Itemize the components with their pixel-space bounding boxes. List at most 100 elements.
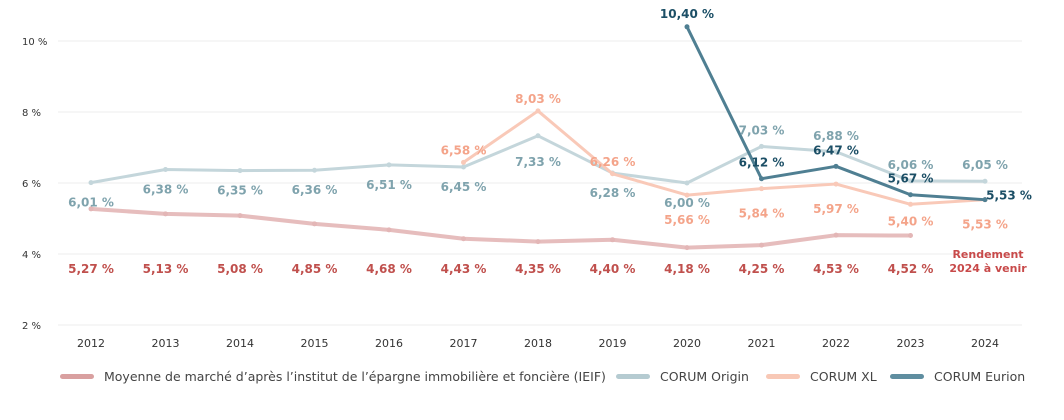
legend-label-corum-xl: CORUM XL [810, 368, 877, 384]
data-label: 5,67 % [888, 172, 934, 186]
legend: Moyenne de marché d’après l’institut de … [60, 366, 1060, 386]
data-label: 6,06 % [888, 158, 934, 172]
data-label: 6,12 % [739, 156, 785, 170]
data-label: 4,53 % [813, 262, 859, 276]
data-point [163, 167, 168, 173]
data-label: 6,05 % [962, 158, 1008, 172]
x-tick-label: 2015 [301, 337, 329, 350]
series-line-3 [685, 25, 987, 202]
data-point [833, 181, 839, 187]
data-point [461, 236, 466, 242]
x-tick-label: 2013 [152, 337, 180, 350]
data-label: 5,40 % [888, 214, 934, 228]
data-point [163, 211, 168, 217]
data-label: 6,58 % [441, 143, 487, 157]
data-label: 6,00 % [664, 196, 710, 210]
data-label: 4,43 % [441, 262, 487, 276]
data-point [833, 149, 839, 155]
data-label: 4,52 % [888, 262, 934, 276]
series-line-0 [89, 206, 913, 250]
x-tick-label: 2023 [897, 337, 925, 350]
annotation-note: Rendement 2024 à venir [949, 248, 1027, 275]
legend-label-corum-eurion: CORUM Eurion [934, 368, 1026, 384]
data-label: 4,35 % [515, 262, 561, 276]
data-label: 7,33 % [515, 155, 561, 169]
data-point [684, 245, 690, 251]
data-label: 4,85 % [292, 262, 338, 276]
legend-swatch-corum-origin [616, 373, 650, 379]
data-point [982, 178, 988, 184]
legend-label-corum-origin: CORUM Origin [660, 368, 749, 384]
x-tick-label: 2019 [599, 337, 627, 350]
data-label: 5,97 % [813, 202, 859, 216]
data-label: 5,27 % [68, 262, 114, 276]
data-point [833, 232, 839, 238]
x-tick-label: 2022 [822, 337, 850, 350]
data-point [759, 186, 764, 192]
x-tick-label: 2012 [77, 337, 105, 350]
data-point [88, 206, 94, 212]
x-tick-label: 2020 [673, 337, 701, 350]
data-label: 10,40 % [660, 7, 714, 21]
data-point [610, 237, 615, 243]
x-tick-label: 2014 [226, 337, 254, 350]
data-label: 4,40 % [590, 262, 636, 276]
data-point [982, 197, 988, 203]
data-label: 4,18 % [664, 262, 710, 276]
data-label: 6,88 % [813, 129, 859, 143]
x-tick-label: 2024 [971, 337, 999, 350]
data-point [759, 242, 764, 248]
data-point [908, 201, 913, 207]
y-tick-label: 8 % [22, 108, 41, 119]
x-tick-label: 2016 [375, 337, 403, 350]
data-point [535, 239, 541, 245]
data-point [386, 162, 392, 168]
x-tick-label: 2018 [524, 337, 552, 350]
data-point [908, 192, 913, 198]
data-point [237, 168, 243, 174]
data-point [908, 233, 913, 239]
legend-label-ieif: Moyenne de marché d’après l’institut de … [104, 368, 606, 384]
data-point [610, 171, 615, 177]
data-label: 6,26 % [590, 155, 636, 169]
data-point [759, 143, 764, 149]
data-point [535, 133, 541, 139]
y-tick-label: 4 % [22, 250, 41, 261]
legend-item-corum-origin: CORUM Origin [616, 366, 749, 386]
legend-item-ieif: Moyenne de marché d’après l’institut de … [60, 366, 606, 386]
data-label: 6,28 % [590, 186, 636, 200]
data-label: 5,84 % [739, 207, 785, 221]
data-point [908, 178, 913, 184]
data-point [684, 192, 690, 198]
data-point [684, 180, 690, 186]
data-label: 7,03 % [739, 123, 785, 137]
legend-item-corum-eurion: CORUM Eurion [890, 366, 1025, 386]
data-label: 5,53 % [962, 218, 1008, 232]
data-point [461, 159, 466, 165]
data-label: 5,13 % [143, 262, 189, 276]
legend-swatch-ieif [60, 373, 94, 379]
x-tick-label: 2017 [450, 337, 478, 350]
data-label: 6,45 % [441, 180, 487, 194]
y-tick-label: 10 % [22, 37, 47, 48]
series-line-2 [462, 109, 987, 206]
data-label: 4,68 % [366, 262, 412, 276]
data-label: 6,35 % [217, 184, 263, 198]
data-point [88, 180, 94, 186]
legend-swatch-corum-xl [766, 373, 800, 379]
data-label: 6,36 % [292, 183, 338, 197]
legend-item-corum-xl: CORUM XL [766, 366, 877, 386]
data-label: 5,08 % [217, 262, 263, 276]
data-label: 5,66 % [664, 213, 710, 227]
data-label: 6,47 % [813, 143, 859, 157]
data-label: 4,25 % [739, 262, 785, 276]
data-point [461, 164, 466, 170]
y-tick-label: 2 % [22, 321, 41, 332]
data-label: 6,38 % [143, 183, 189, 197]
legend-swatch-corum-eurion [890, 373, 924, 379]
y-tick-label: 6 % [22, 179, 41, 190]
data-point [684, 24, 690, 30]
data-point [237, 213, 243, 219]
